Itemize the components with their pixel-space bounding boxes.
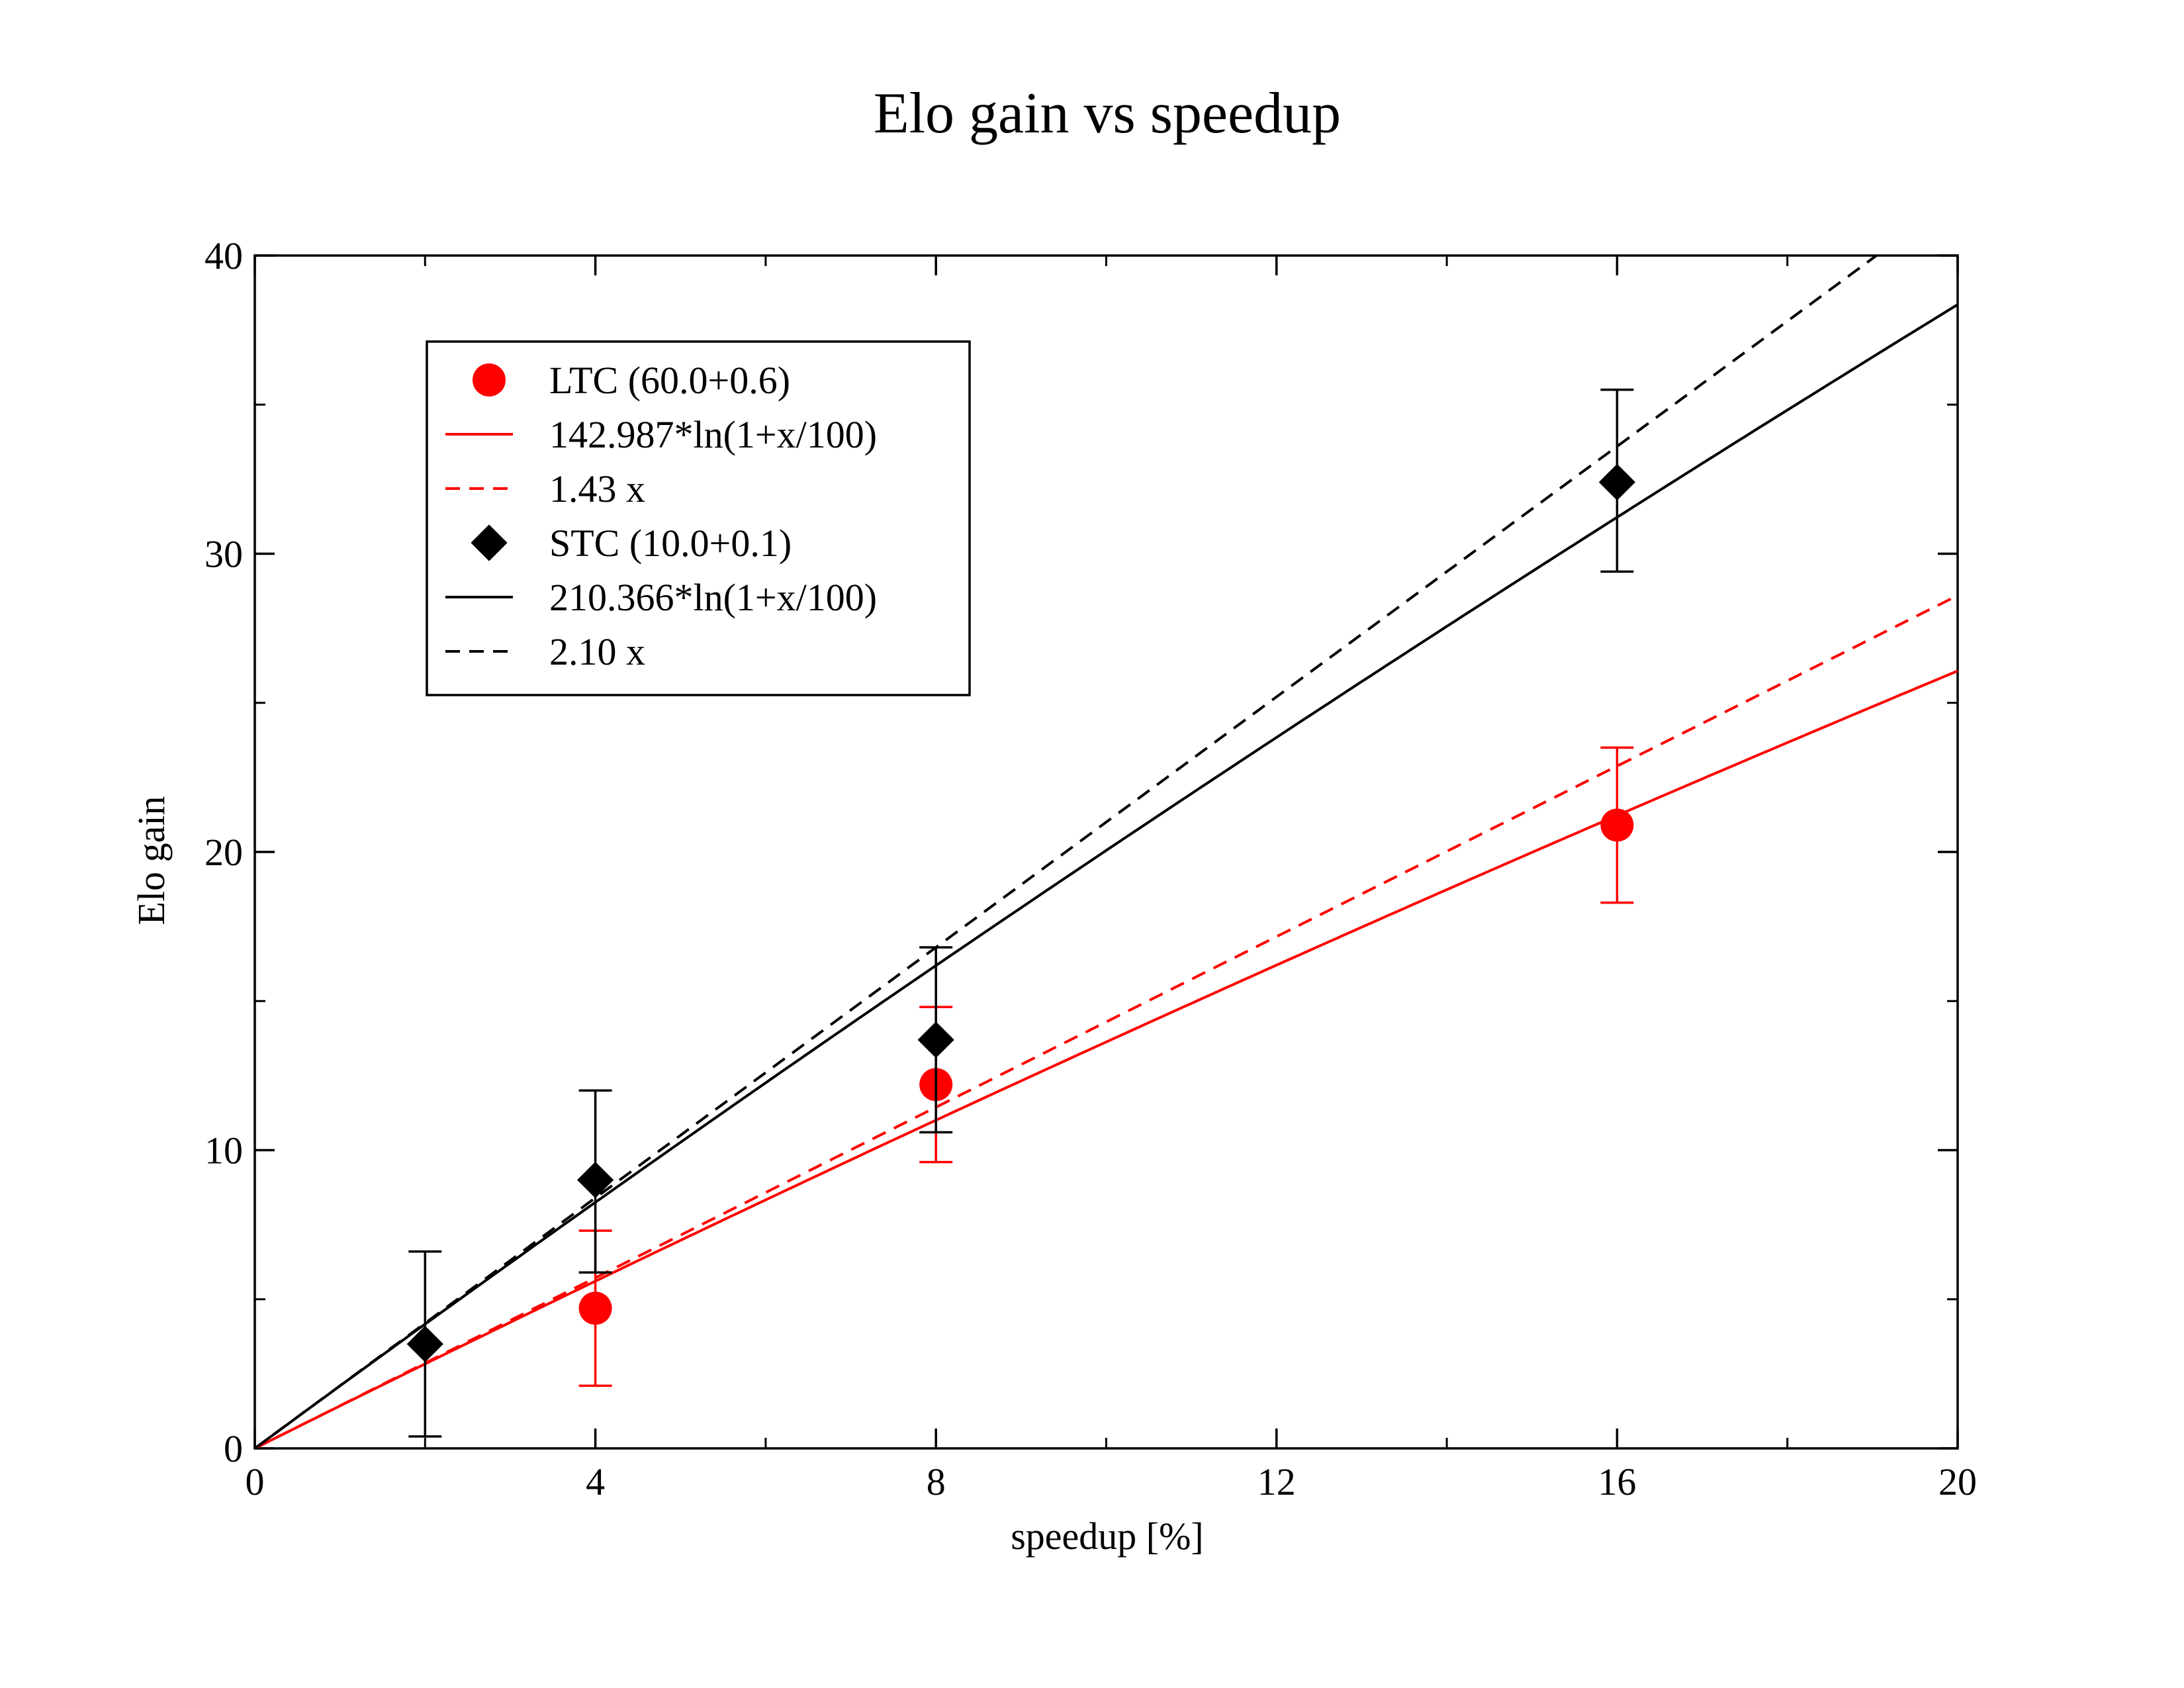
legend-label: LTC (60.0+0.6) (549, 359, 790, 402)
legend-label: STC (10.0+0.1) (549, 522, 792, 565)
y-tick-label: 10 (205, 1129, 243, 1172)
y-tick-label: 20 (205, 831, 243, 874)
legend: LTC (60.0+0.6) 142.987*ln(1+x/100) 1.43 x S… (426, 340, 971, 696)
x-tick-label: 12 (1257, 1460, 1296, 1503)
fit-line-2 (255, 594, 1958, 1448)
fit-line-5 (255, 256, 1879, 1448)
legend-label: 142.987*ln(1+x/100) (549, 413, 877, 456)
legend-label: 2.10 x (549, 630, 645, 673)
fit-line-4 (255, 303, 1958, 1448)
legend-marker (471, 524, 508, 561)
data-point (917, 1021, 954, 1058)
data-point (578, 1291, 612, 1325)
y-tick-label: 30 (205, 533, 243, 576)
x-tick-label: 8 (927, 1460, 946, 1503)
fit-lines (255, 256, 1958, 1448)
x-tick-label: 4 (586, 1460, 605, 1503)
chart-title: Elo gain vs speedup (874, 81, 1341, 146)
x-tick-label: 16 (1598, 1460, 1636, 1503)
fit-line-1 (255, 669, 1958, 1448)
data-point (406, 1325, 443, 1362)
y-axis-label: Elo gain (130, 796, 173, 925)
y-tick-label: 40 (205, 234, 243, 277)
x-tick-label: 20 (1938, 1460, 1977, 1503)
legend-label: 210.366*ln(1+x/100) (549, 576, 877, 619)
series-3 (406, 388, 1635, 1438)
data-point (577, 1161, 614, 1199)
legend-marker (473, 363, 506, 397)
data-point (1598, 463, 1635, 500)
legend-box (426, 340, 971, 696)
data-point (1600, 808, 1634, 842)
series-0 (578, 746, 1634, 1387)
x-axis-label: speedup [%] (1011, 1515, 1204, 1558)
plot-area: 0 4 8 12 16 20 0 10 20 30 40 (205, 234, 1977, 1503)
legend-label: 1.43 x (549, 467, 645, 510)
y-tick-label: 0 (224, 1427, 243, 1470)
x-tick-label: 0 (246, 1460, 265, 1503)
